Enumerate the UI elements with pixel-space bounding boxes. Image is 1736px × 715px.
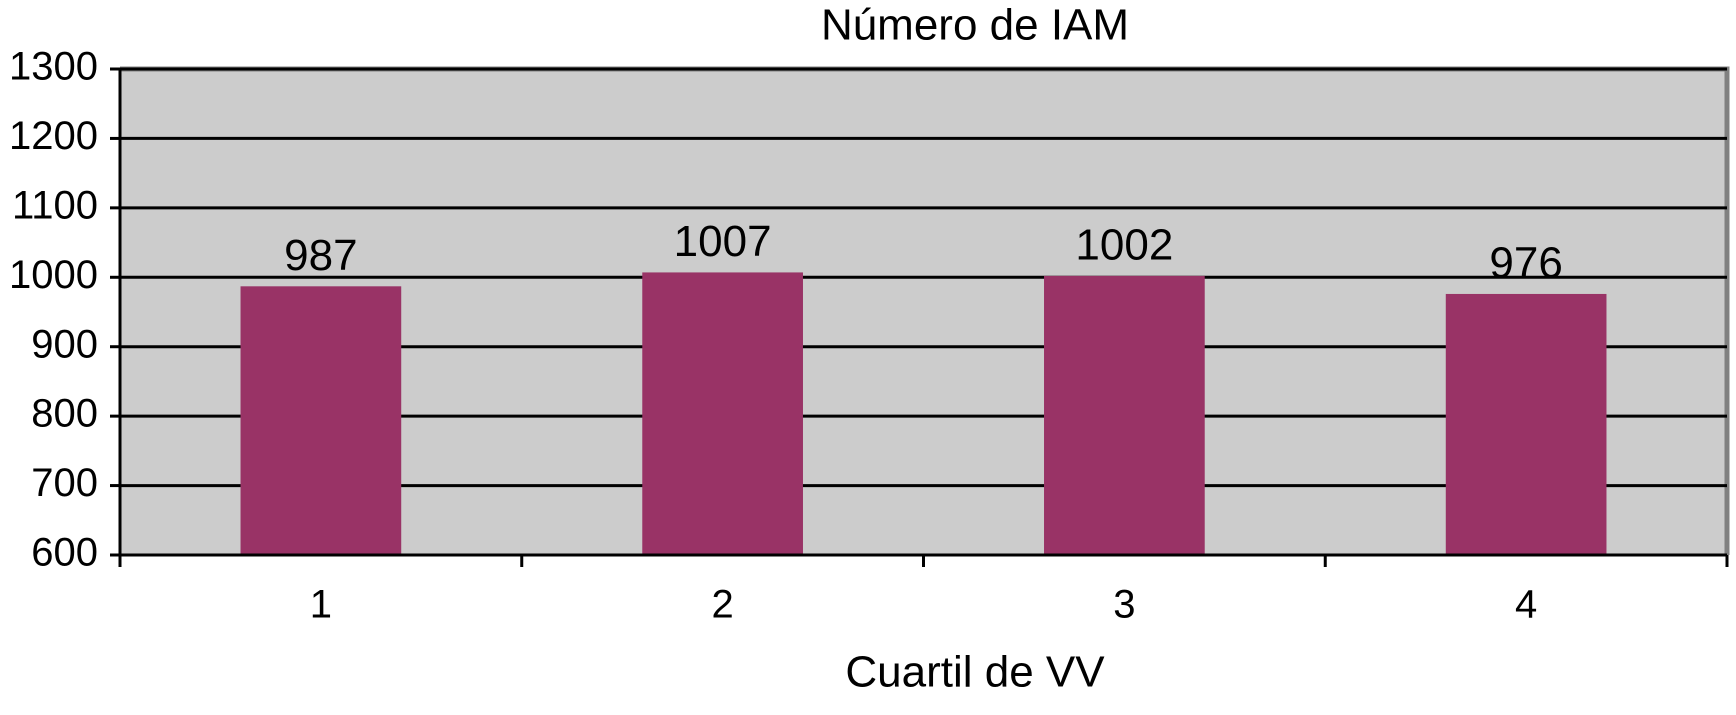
y-tick-label: 1300 xyxy=(9,45,98,89)
bar xyxy=(642,272,803,555)
data-label: 987 xyxy=(284,231,357,280)
y-tick-label: 600 xyxy=(31,531,98,575)
bar xyxy=(1445,293,1607,555)
y-tick-label: 700 xyxy=(31,461,98,505)
y-tick-label: 1000 xyxy=(9,253,98,297)
bar xyxy=(240,286,402,555)
chart-title: Número de IAM xyxy=(821,1,1129,50)
data-label: 1002 xyxy=(1075,221,1173,270)
x-tick-label: 2 xyxy=(712,583,734,627)
x-tick-label: 1 xyxy=(310,583,332,627)
x-tick-label: 3 xyxy=(1113,583,1135,627)
y-tick-label: 800 xyxy=(31,392,98,436)
y-tick-label: 1100 xyxy=(12,183,98,227)
bar xyxy=(1044,275,1205,555)
y-tick-label: 900 xyxy=(31,322,98,366)
data-label: 1007 xyxy=(674,217,772,266)
data-label: 976 xyxy=(1489,239,1562,288)
x-axis-label: Cuartil de VV xyxy=(845,648,1105,697)
y-tick-label: 1200 xyxy=(9,114,98,158)
x-tick-label: 4 xyxy=(1515,583,1537,627)
